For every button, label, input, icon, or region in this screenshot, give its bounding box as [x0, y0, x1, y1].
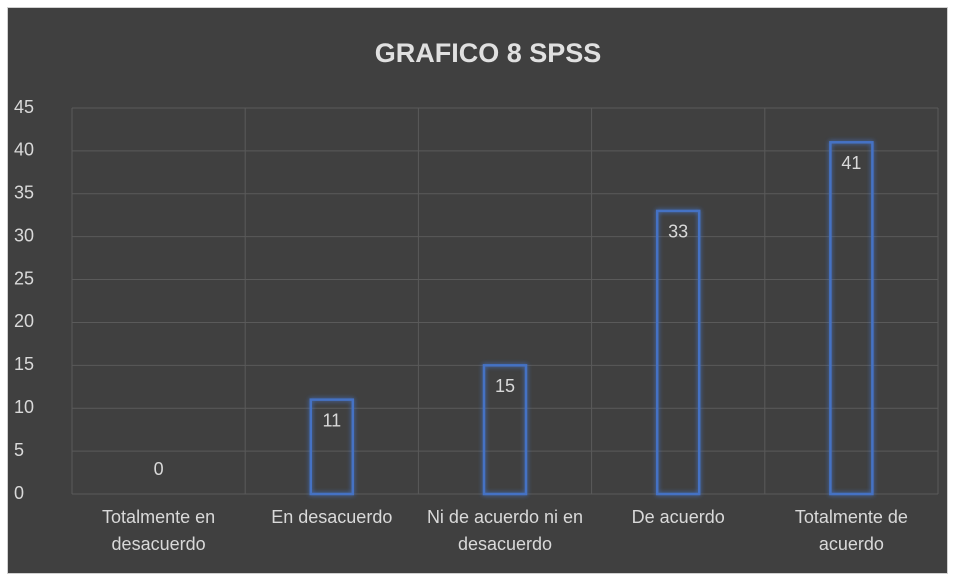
bar: [655, 209, 701, 496]
chart-frame: [7, 7, 948, 574]
y-tick-label: 15: [14, 354, 34, 374]
data-label: 0: [154, 459, 164, 479]
data-label: 11: [322, 410, 341, 430]
y-tick-label: 0: [14, 483, 24, 503]
bar: [482, 364, 528, 496]
bar: [829, 141, 874, 496]
data-label: 15: [495, 376, 515, 396]
y-tick-label: 45: [14, 97, 34, 117]
bar: [309, 398, 355, 496]
y-tick-label: 5: [14, 440, 24, 460]
x-tick-label: De acuerdo: [631, 507, 725, 527]
y-tick-label: 10: [14, 397, 34, 417]
x-tick-label: Ni de acuerdo ni en desacuerdo: [426, 507, 584, 554]
y-tick-label: 25: [14, 268, 34, 288]
y-tick-label: 35: [14, 183, 34, 203]
chart-title: GRAFICO 8 SPSS: [375, 38, 602, 68]
data-label: 33: [668, 222, 688, 242]
y-tick-label: 20: [14, 311, 34, 331]
x-tick-label: Totalmente en desacuerdo: [102, 507, 216, 554]
x-tick-label: En desacuerdo: [271, 507, 393, 527]
y-tick-label: 30: [14, 225, 34, 245]
x-tick-label: Totalmente de acuerdo: [794, 507, 908, 554]
y-tick-label: 40: [14, 140, 34, 160]
data-label: 41: [841, 153, 861, 173]
